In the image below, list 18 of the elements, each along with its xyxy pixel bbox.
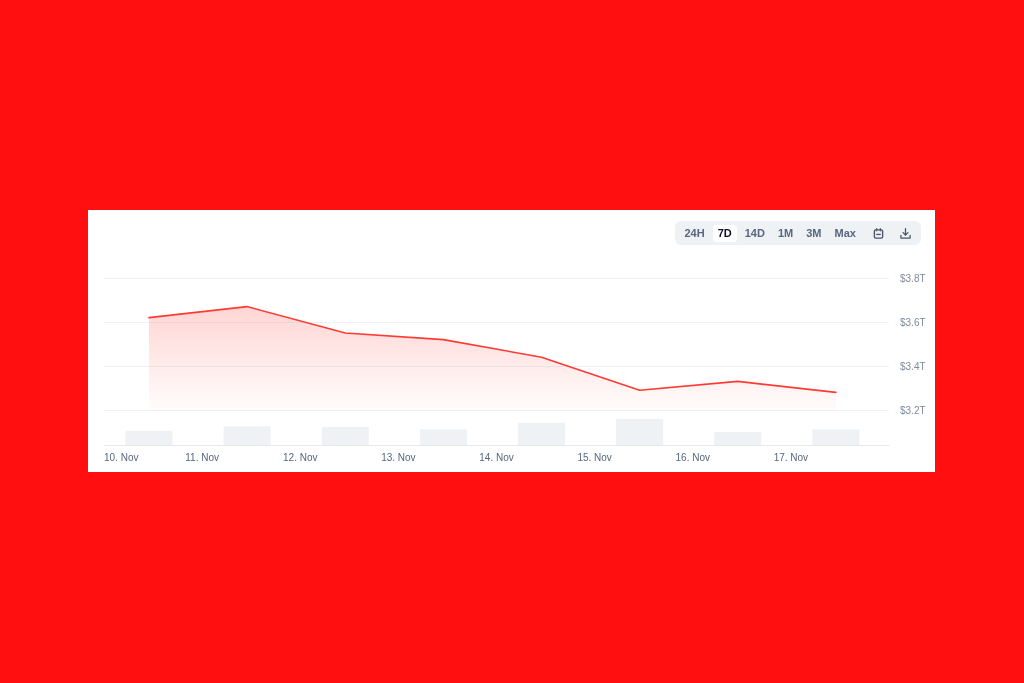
text: 24H bbox=[683, 225, 706, 241]
text: 7D bbox=[712, 224, 737, 242]
y-tick-label: $3.4T bbox=[900, 360, 926, 372]
x-tick-label: 15. Nov bbox=[577, 451, 612, 463]
y-tick-label: $3.6T bbox=[900, 316, 926, 328]
text: 1M bbox=[776, 225, 795, 241]
x-tick-label: 11. Nov bbox=[185, 451, 219, 463]
y-tick-label: $3.2T bbox=[900, 404, 926, 416]
x-tick-label: 13. Nov bbox=[381, 451, 416, 463]
text: 14D bbox=[743, 225, 766, 241]
text: Max bbox=[833, 225, 857, 241]
y-tick-label: $3.8T bbox=[900, 272, 926, 284]
text: 3M bbox=[805, 225, 823, 241]
x-tick-label: 14. Nov bbox=[479, 451, 514, 463]
x-tick-label: 17. Nov bbox=[773, 451, 809, 463]
x-tick-label: 10. Nov bbox=[104, 451, 139, 463]
x-tick-label: 12. Nov bbox=[283, 451, 318, 463]
x-tick-label: 16. Nov bbox=[675, 451, 710, 463]
